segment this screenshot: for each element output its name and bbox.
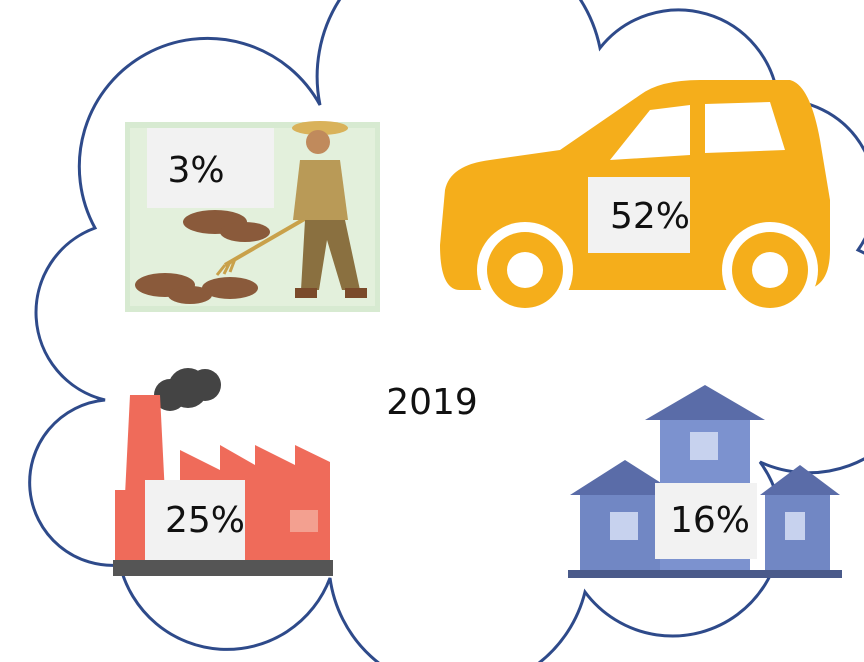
residential-share: 16% <box>670 500 750 541</box>
infographic: 3% 52% 25% 16% 2019 <box>0 0 864 662</box>
transport-share: 52% <box>610 196 690 237</box>
industry-share: 25% <box>165 500 245 541</box>
year: 2019 <box>386 382 478 423</box>
agriculture-share: 3% <box>167 150 224 191</box>
